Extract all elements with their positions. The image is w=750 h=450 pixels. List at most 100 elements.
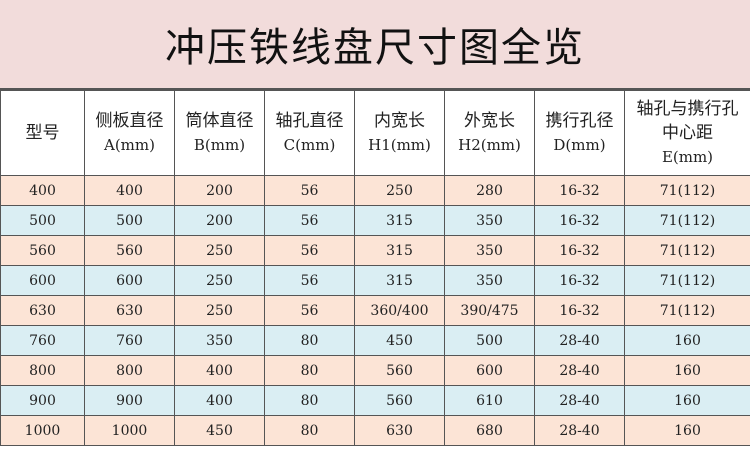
table-row: 560 560 250 56 315 350 16-32 71(112) <box>0 235 750 266</box>
table-cell: 56 <box>264 295 355 326</box>
table-cell: 680 <box>444 415 535 446</box>
table-cell: 760 <box>0 325 85 356</box>
column-header: 外宽长 H2(mm) <box>444 90 535 176</box>
table-cell: 350 <box>444 265 535 296</box>
table-row: 500 500 200 56 315 350 16-32 71(112) <box>0 205 750 236</box>
table-cell: 350 <box>444 205 535 236</box>
column-header: 型号 <box>0 90 85 176</box>
table-cell: 390/475 <box>444 295 535 326</box>
column-header-unit: B(mm) <box>193 136 246 154</box>
table-cell: 500 <box>84 205 175 236</box>
table-row: 900 900 400 80 560 610 28-40 160 <box>0 385 750 416</box>
table-row: 630 630 250 56 360/400 390/475 16-32 71(112) <box>0 295 750 326</box>
table-cell: 80 <box>264 415 355 446</box>
table-cell: 80 <box>264 325 355 356</box>
table-cell: 400 <box>84 175 175 206</box>
table-cell: 250 <box>174 265 265 296</box>
column-header-title: 轴孔直径 <box>275 111 344 131</box>
table-cell: 600 <box>444 355 535 386</box>
table-cell: 350 <box>444 235 535 266</box>
table-cell: 630 <box>0 295 85 326</box>
table-row: 760 760 350 80 450 500 28-40 160 <box>0 325 750 356</box>
table-cell: 160 <box>624 355 750 386</box>
table-cell: 500 <box>444 325 535 356</box>
column-header-unit: H1(mm) <box>368 136 431 154</box>
table-row: 1000 1000 450 80 630 680 28-40 160 <box>0 415 750 446</box>
table-cell: 1000 <box>0 415 85 446</box>
table-cell: 600 <box>0 265 85 296</box>
table-row: 800 800 400 80 560 600 28-40 160 <box>0 355 750 386</box>
table-cell: 56 <box>264 265 355 296</box>
table-cell: 250 <box>174 295 265 326</box>
table-cell: 80 <box>264 355 355 386</box>
table-cell: 500 <box>0 205 85 236</box>
column-header-title: 外宽长 <box>464 111 515 131</box>
table-cell: 350 <box>174 325 265 356</box>
table-cell: 900 <box>84 385 175 416</box>
table-cell: 900 <box>0 385 85 416</box>
header-row: 型号 侧板直径 A(mm) 筒体直径 B(mm) 轴孔直径 C(mm) 内宽长 H1(mm) 外宽… <box>0 90 750 176</box>
table-cell: 315 <box>354 205 445 236</box>
table-cell: 400 <box>174 355 265 386</box>
column-header: 筒体直径 B(mm) <box>174 90 265 176</box>
table-cell: 71(112) <box>624 175 750 206</box>
table-cell: 56 <box>264 175 355 206</box>
table-cell: 600 <box>84 265 175 296</box>
table-cell: 250 <box>174 235 265 266</box>
column-header-title: 内宽长 <box>374 111 425 131</box>
table-cell: 760 <box>84 325 175 356</box>
column-header: 内宽长 H1(mm) <box>354 90 445 176</box>
table-cell: 800 <box>0 355 85 386</box>
table-cell: 28-40 <box>534 385 625 416</box>
size-table: 型号 侧板直径 A(mm) 筒体直径 B(mm) 轴孔直径 C(mm) 内宽长 H1(mm) 外宽… <box>0 90 750 446</box>
page-title: 冲压铁线盘尺寸图全览 <box>0 0 750 90</box>
column-header: 携行孔径 D(mm) <box>534 90 625 176</box>
column-header-unit: C(mm) <box>283 136 336 154</box>
table-cell: 80 <box>264 385 355 416</box>
table-cell: 560 <box>354 355 445 386</box>
table-cell: 28-40 <box>534 355 625 386</box>
table-cell: 28-40 <box>534 325 625 356</box>
table-cell: 1000 <box>84 415 175 446</box>
table-cell: 71(112) <box>624 205 750 236</box>
table-cell: 200 <box>174 175 265 206</box>
table-cell: 160 <box>624 415 750 446</box>
table-cell: 280 <box>444 175 535 206</box>
table-cell: 16-32 <box>534 205 625 236</box>
column-header-title: 筒体直径 <box>185 111 254 131</box>
column-header-unit: H2(mm) <box>458 136 521 154</box>
column-header-title: 轴孔与携行孔中心距 <box>636 99 739 143</box>
table-cell: 71(112) <box>624 295 750 326</box>
table-cell: 400 <box>0 175 85 206</box>
table-cell: 16-32 <box>534 235 625 266</box>
table-cell: 16-32 <box>534 295 625 326</box>
table-cell: 450 <box>354 325 445 356</box>
table-cell: 630 <box>84 295 175 326</box>
column-header-title: 型号 <box>25 123 60 143</box>
column-header-title: 侧板直径 <box>95 111 164 131</box>
table-cell: 71(112) <box>624 265 750 296</box>
table-cell: 315 <box>354 235 445 266</box>
table-cell: 71(112) <box>624 235 750 266</box>
table-cell: 250 <box>354 175 445 206</box>
column-header-unit: E(mm) <box>661 148 714 166</box>
table-cell: 160 <box>624 385 750 416</box>
table-cell: 28-40 <box>534 415 625 446</box>
table-cell: 800 <box>84 355 175 386</box>
table-cell: 56 <box>264 205 355 236</box>
table-cell: 200 <box>174 205 265 236</box>
column-header: 轴孔直径 C(mm) <box>264 90 355 176</box>
table-cell: 56 <box>264 235 355 266</box>
table-cell: 450 <box>174 415 265 446</box>
table-cell: 315 <box>354 265 445 296</box>
table-cell: 400 <box>174 385 265 416</box>
table-cell: 16-32 <box>534 175 625 206</box>
table-cell: 560 <box>84 235 175 266</box>
column-header-title: 携行孔径 <box>545 111 614 131</box>
table-cell: 610 <box>444 385 535 416</box>
column-header-unit: A(mm) <box>104 136 155 154</box>
table-row: 400 400 200 56 250 280 16-32 71(112) <box>0 175 750 206</box>
table-cell: 630 <box>354 415 445 446</box>
column-header-unit: D(mm) <box>553 136 606 154</box>
